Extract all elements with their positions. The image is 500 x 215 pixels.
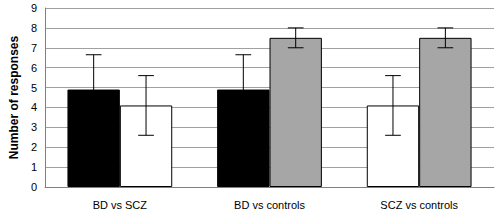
svg-text:BD vs controls: BD vs controls [234, 199, 305, 211]
svg-text:Number of responses: Number of responses [7, 35, 21, 159]
svg-text:9: 9 [31, 2, 37, 14]
svg-text:2: 2 [31, 141, 37, 153]
svg-text:SCZ vs controls: SCZ vs controls [380, 199, 458, 211]
svg-text:7: 7 [31, 42, 37, 54]
svg-text:6: 6 [31, 62, 37, 74]
svg-text:BD vs SCZ: BD vs SCZ [93, 199, 148, 211]
svg-text:0: 0 [31, 181, 37, 193]
svg-text:1: 1 [31, 161, 37, 173]
svg-text:4: 4 [31, 101, 37, 113]
svg-text:3: 3 [31, 121, 37, 133]
svg-text:8: 8 [31, 22, 37, 34]
svg-text:5: 5 [31, 82, 37, 94]
